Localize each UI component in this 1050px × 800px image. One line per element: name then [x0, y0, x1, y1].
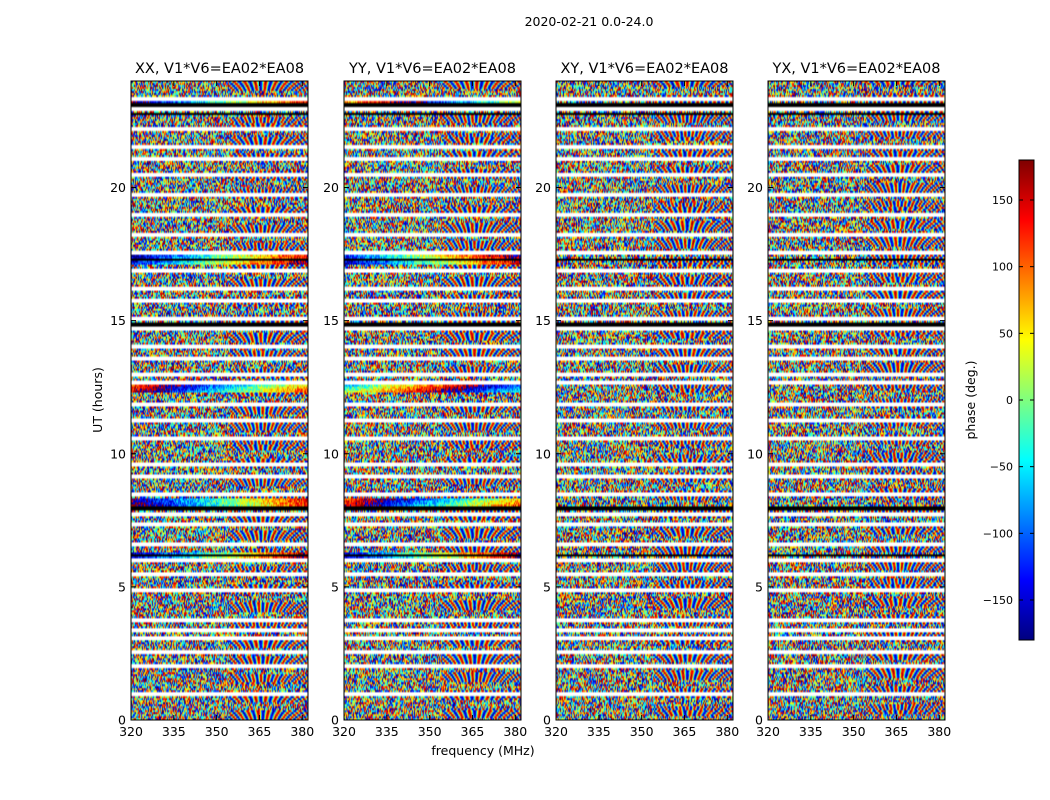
x-tick-label: 350 — [630, 724, 654, 739]
x-tick-label: 365 — [673, 724, 697, 739]
plot-frame — [555, 80, 734, 721]
heatmap-image-3 — [768, 81, 945, 720]
y-tick-label: 5 — [118, 579, 126, 594]
x-tick-label: 320 — [544, 724, 568, 739]
panel-0: XX, V1*V6=EA02*EA08 320 335 350 365 380 0 5 10 15… — [110, 61, 314, 739]
heatmap-image-1 — [344, 81, 521, 720]
y-tick-label: 15 — [110, 313, 126, 328]
colorbar: −150 −100 −50 0 50 100 150 phase (deg.) — [963, 159, 1035, 641]
y-axis-label: UT (hours) — [90, 367, 105, 433]
x-tick-label: 335 — [799, 724, 823, 739]
y-tick-label: 15 — [747, 313, 763, 328]
panel-2: XY, V1*V6=EA02*EA08 320 335 350 365 380 0 5 10 15… — [535, 61, 739, 739]
colorbar-tick-label: 100 — [992, 261, 1013, 274]
x-tick-label: 365 — [885, 724, 909, 739]
x-tick-label: 380 — [927, 724, 951, 739]
y-tick-label: 0 — [543, 713, 551, 728]
panel-3: YX, V1*V6=EA02*EA08 320 335 350 365 380 0 5 10 15… — [747, 61, 951, 739]
heatmap-image-2 — [556, 81, 733, 720]
y-tick-label: 0 — [331, 713, 339, 728]
x-tick-label: 350 — [205, 724, 229, 739]
x-tick-label: 320 — [332, 724, 356, 739]
figure-title: 2020-02-21 0.0-24.0 — [525, 14, 654, 29]
y-tick-label: 5 — [331, 579, 339, 594]
colorbar-tick-label: 0 — [1006, 394, 1013, 407]
y-tick-label: 5 — [543, 579, 551, 594]
y-tick-label: 20 — [535, 180, 551, 195]
plot-frame — [767, 80, 946, 721]
colorbar-tick-label: 50 — [999, 327, 1013, 340]
y-tick-label: 20 — [323, 180, 339, 195]
colorbar-tick-label: −100 — [983, 527, 1013, 540]
x-tick-label: 365 — [248, 724, 272, 739]
x-tick-label: 365 — [461, 724, 485, 739]
panel-title: XY, V1*V6=EA02*EA08 — [560, 61, 728, 77]
x-tick-label: 335 — [375, 724, 399, 739]
y-tick-label: 10 — [747, 446, 763, 461]
y-tick-label: 0 — [118, 713, 126, 728]
x-tick-label: 380 — [715, 724, 739, 739]
x-tick-label: 335 — [162, 724, 186, 739]
y-tick-label: 15 — [535, 313, 551, 328]
panels-group: XX, V1*V6=EA02*EA08 320 335 350 365 380 0 5 10 15… — [110, 61, 951, 739]
y-tick-label: 5 — [755, 579, 763, 594]
panel-1: YY, V1*V6=EA02*EA08 320 335 350 365 380 0 5 10 15… — [323, 61, 527, 739]
x-tick-label: 320 — [119, 724, 143, 739]
colorbar-tick-label: 150 — [992, 194, 1013, 207]
colorbar-tick-label: −50 — [990, 461, 1013, 474]
x-tick-label: 380 — [290, 724, 314, 739]
x-tick-label: 350 — [418, 724, 442, 739]
y-tick-label: 10 — [110, 446, 126, 461]
y-tick-label: 10 — [535, 446, 551, 461]
x-tick-label: 335 — [587, 724, 611, 739]
panel-title: XX, V1*V6=EA02*EA08 — [135, 61, 304, 77]
plot-frame — [343, 80, 522, 721]
plot-frame — [130, 80, 309, 721]
panel-title: YX, V1*V6=EA02*EA08 — [771, 61, 940, 77]
panel-title: YY, V1*V6=EA02*EA08 — [348, 61, 516, 77]
y-tick-label: 0 — [755, 713, 763, 728]
y-tick-label: 20 — [110, 180, 126, 195]
y-tick-label: 10 — [323, 446, 339, 461]
heatmap-image-0 — [131, 81, 308, 720]
x-axis-label: frequency (MHz) — [431, 743, 534, 758]
colorbar-label: phase (deg.) — [963, 361, 978, 440]
y-tick-label: 15 — [323, 313, 339, 328]
x-tick-label: 350 — [842, 724, 866, 739]
x-tick-label: 320 — [756, 724, 780, 739]
y-tick-label: 20 — [747, 180, 763, 195]
colorbar-tick-label: −150 — [983, 594, 1013, 607]
x-tick-label: 380 — [503, 724, 527, 739]
